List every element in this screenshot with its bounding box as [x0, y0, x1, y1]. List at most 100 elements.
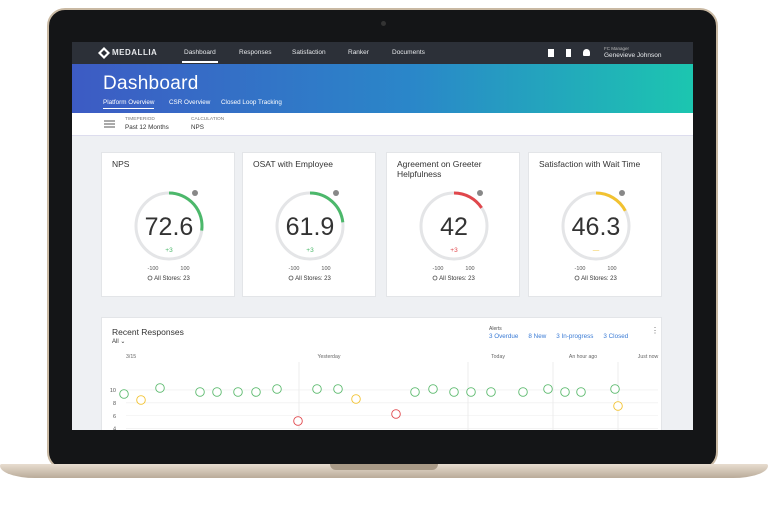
gauge-max: 100	[180, 266, 189, 272]
response-face[interactable]	[543, 384, 553, 394]
alerts: 3 Overdue 8 New 3 In-progress 3 Closed	[489, 333, 638, 340]
screen: MEDALLIA Dashboard Responses Satisfactio…	[72, 42, 693, 430]
gauge-arc	[309, 191, 345, 223]
response-face[interactable]	[293, 416, 303, 426]
response-face[interactable]	[486, 387, 496, 397]
kpi-card[interactable]: OSAT with Employee 61.9 +3 -100 100 All Store…	[242, 152, 376, 297]
response-face[interactable]	[410, 387, 420, 397]
response-face[interactable]	[351, 394, 361, 404]
kpi-card[interactable]: Satisfaction with Wait Time 46.3 — -100 100 A…	[528, 152, 662, 297]
gauge: 42 +3 -100 100 All Stores: 23	[419, 190, 489, 282]
kebab-menu[interactable]: ⋮	[651, 326, 659, 335]
response-face[interactable]	[518, 387, 528, 397]
tab[interactable]: CSR Overview	[169, 99, 211, 106]
gauge-value: 72.6	[145, 213, 194, 241]
card-title: OSAT with Employee	[253, 159, 333, 169]
response-filter[interactable]: All ⌄	[112, 339, 126, 345]
kpi-card[interactable]: NPS 72.6 +3 -100 100 All Stores: 23	[101, 152, 235, 297]
nav-item[interactable]: Responses	[239, 49, 272, 56]
gauge-max: 100	[607, 266, 616, 272]
gauge-min: -100	[288, 266, 299, 272]
timeline: 3/15 Yesterday Today An hour ago Just now 10 8…	[110, 354, 659, 430]
y-tick-label: 10	[110, 388, 116, 394]
bookmark-icon[interactable]	[566, 49, 571, 57]
gauge-min: -100	[432, 266, 443, 272]
store-count: All Stores: 23	[295, 276, 331, 282]
gauge: 72.6 +3 -100 100 All Stores: 23	[134, 190, 204, 282]
response-face[interactable]	[195, 387, 205, 397]
gauge: 46.3 — -100 100 All Stores: 23	[561, 190, 631, 282]
pin-icon	[288, 275, 294, 281]
gauge-min: -100	[147, 266, 158, 272]
alert-link[interactable]: 3 Overdue	[489, 333, 519, 340]
response-face[interactable]	[233, 387, 243, 397]
response-face[interactable]	[272, 384, 282, 394]
response-face[interactable]	[610, 384, 620, 394]
alerts-label: Alerts	[489, 326, 502, 332]
filter-bar: TIMEPERIOD Past 12 Months CALCULATION NP…	[72, 113, 693, 136]
response-face[interactable]	[212, 387, 222, 397]
response-face[interactable]	[428, 384, 438, 394]
response-face[interactable]	[155, 383, 165, 393]
filter-icon[interactable]	[104, 119, 115, 129]
page-title: Dashboard	[103, 73, 199, 94]
response-face[interactable]	[613, 401, 623, 411]
timeline-label: Today	[491, 354, 505, 360]
response-face[interactable]	[576, 387, 586, 397]
nav-item[interactable]: Ranker	[348, 49, 369, 56]
gauge-value: 61.9	[286, 213, 335, 241]
gauge-delta: —	[593, 247, 600, 254]
nav-item[interactable]: Satisfaction	[292, 49, 326, 56]
pin-icon	[432, 275, 438, 281]
gauge-arc	[595, 191, 627, 212]
gauge-knob	[619, 190, 625, 196]
active-underline	[182, 61, 218, 63]
notch	[330, 464, 438, 470]
nav-bar: MEDALLIA Dashboard Responses Satisfactio…	[72, 42, 693, 64]
pin-icon	[574, 275, 580, 281]
gauge-value: 46.3	[572, 213, 621, 241]
user-name[interactable]: Genevieve Johnson	[604, 52, 662, 59]
pin-icon	[147, 275, 153, 281]
laptop-base	[0, 464, 768, 478]
gauge-max: 100	[465, 266, 474, 272]
alert-link[interactable]: 8 New	[528, 333, 547, 340]
timeline-label: 3/15	[126, 354, 136, 360]
filter-value[interactable]: NPS	[191, 124, 204, 131]
response-face[interactable]	[449, 387, 459, 397]
nav-item[interactable]: Documents	[392, 49, 425, 56]
kpi-card[interactable]: Agreement on Greeter Helpfulness 42 +3 -100…	[386, 152, 520, 297]
store-count: All Stores: 23	[581, 276, 617, 282]
response-face[interactable]	[560, 387, 570, 397]
response-face[interactable]	[251, 387, 261, 397]
doc-icon[interactable]	[548, 49, 554, 57]
response-face[interactable]	[391, 409, 401, 419]
card-title: NPS	[112, 159, 130, 169]
gauge-arc	[168, 191, 204, 231]
gauge-delta: +3	[165, 247, 173, 254]
timeline-label: Just now	[638, 354, 659, 360]
filter-label: TIMEPERIOD	[125, 117, 155, 122]
filter-label: CALCULATION	[191, 117, 225, 122]
user-role: FC Manager	[604, 46, 630, 51]
card-title: Satisfaction with Wait Time	[539, 159, 641, 169]
gauge: 61.9 +3 -100 100 All Stores: 23	[275, 190, 345, 282]
response-face[interactable]	[136, 395, 146, 405]
header: Dashboard Platform Overview CSR Overview…	[72, 64, 693, 113]
response-face[interactable]	[312, 384, 322, 394]
store-count: All Stores: 23	[154, 276, 190, 282]
y-tick-label: 6	[113, 414, 116, 420]
nav-item[interactable]: Dashboard	[184, 49, 216, 56]
response-face[interactable]	[466, 387, 476, 397]
gauge-arc	[453, 191, 483, 209]
logo-icon	[98, 47, 110, 59]
tab[interactable]: Closed Loop Tracking	[221, 99, 282, 106]
recent-responses-panel: Recent Responses All ⌄ Alerts 3 Overdue 8…	[101, 317, 662, 430]
tab[interactable]: Platform Overview	[103, 99, 155, 109]
response-face[interactable]	[119, 389, 129, 399]
alert-link[interactable]: 3 Closed	[603, 333, 629, 340]
filter-value[interactable]: Past 12 Months	[125, 124, 169, 131]
alert-link[interactable]: 3 In-progress	[556, 333, 594, 340]
user-icon[interactable]	[583, 49, 590, 56]
response-face[interactable]	[333, 384, 343, 394]
